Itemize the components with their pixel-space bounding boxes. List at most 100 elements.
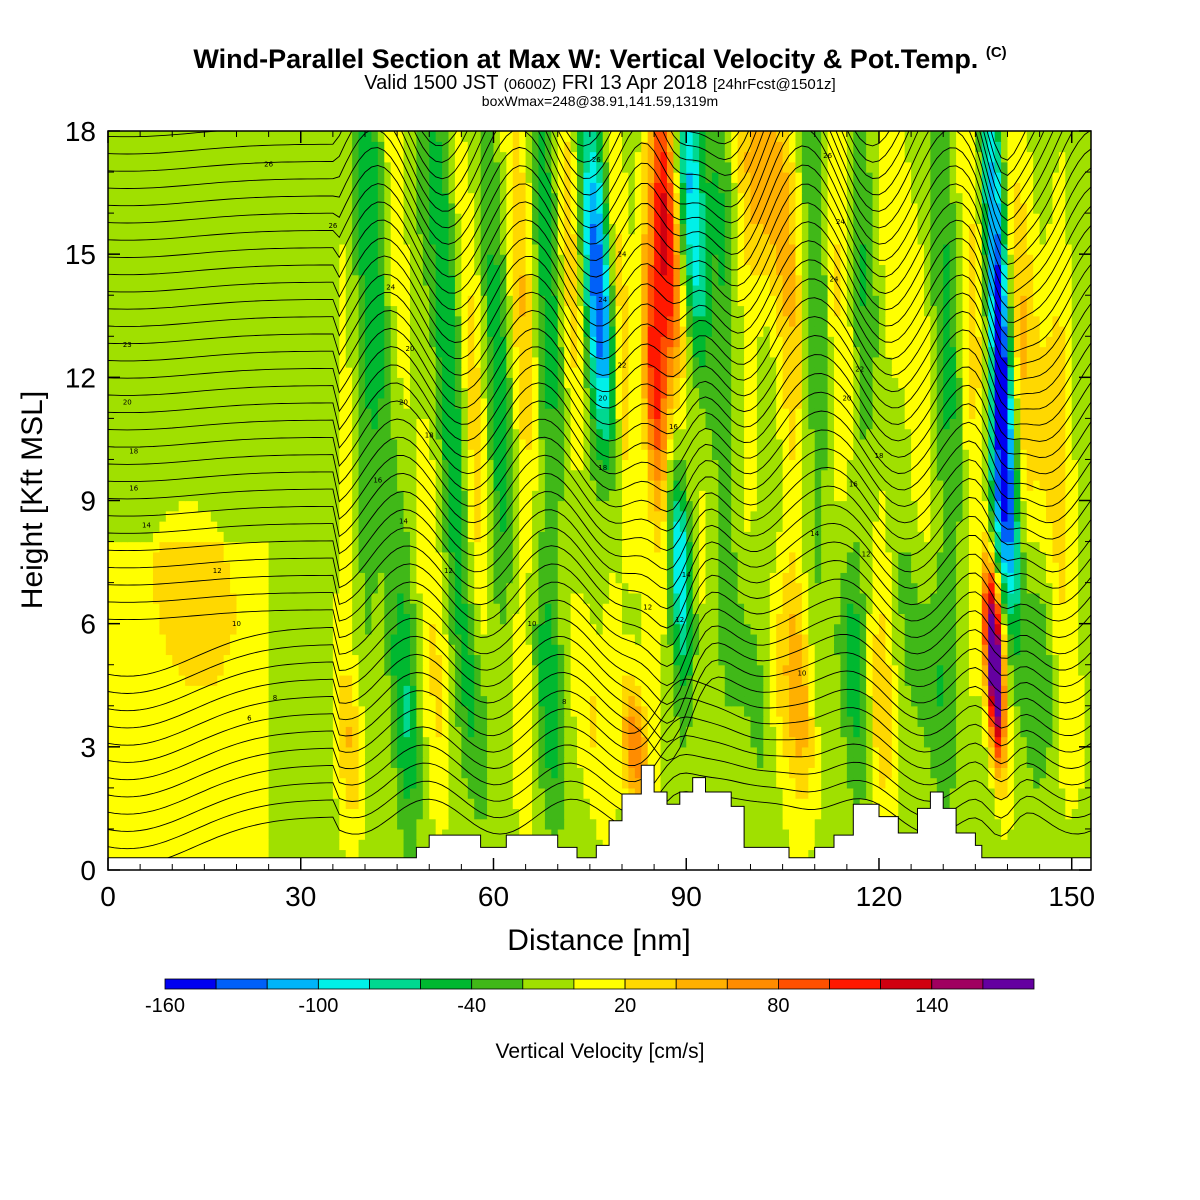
w-cell <box>621 757 630 768</box>
w-cell <box>789 582 797 594</box>
w-cell <box>364 736 373 748</box>
w-cell <box>923 685 931 697</box>
w-cell <box>1078 757 1086 768</box>
w-cell <box>262 726 270 738</box>
w-cell <box>621 603 630 614</box>
w-cell <box>403 541 411 553</box>
w-cell <box>197 767 205 779</box>
w-cell <box>487 798 495 810</box>
w-cell <box>557 664 565 676</box>
w-cell <box>358 818 366 830</box>
w-cell <box>326 746 334 758</box>
w-cell <box>339 685 347 697</box>
w-cell <box>615 798 623 810</box>
w-cell <box>313 736 321 748</box>
w-cell <box>159 767 167 779</box>
w-cell <box>538 695 546 707</box>
w-cell <box>339 716 347 727</box>
title-main: Wind-Parallel Section at Max W: Vertical… <box>193 44 979 74</box>
w-cell <box>750 767 758 779</box>
w-cell <box>236 767 244 779</box>
w-cell <box>602 644 610 656</box>
w-cell <box>1084 777 1091 789</box>
w-cell <box>885 767 893 779</box>
w-cell <box>660 767 668 779</box>
w-cell <box>519 746 527 758</box>
w-cell <box>262 572 270 584</box>
w-cell <box>789 777 797 789</box>
w-cell <box>923 613 931 625</box>
w-cell <box>814 582 822 594</box>
w-cell <box>621 685 630 697</box>
w-cell <box>551 603 559 614</box>
w-cell <box>416 613 424 625</box>
w-cell <box>294 562 302 573</box>
w-cell <box>326 716 334 727</box>
w-cell <box>120 531 128 543</box>
w-cell <box>1013 613 1021 625</box>
w-cell <box>197 664 205 676</box>
w-cell <box>769 541 777 553</box>
w-cell <box>217 685 225 697</box>
w-cell <box>480 828 488 840</box>
w-cell <box>307 644 315 656</box>
w-cell <box>185 623 193 635</box>
w-cell <box>583 705 591 717</box>
w-cell <box>801 664 809 676</box>
w-cell <box>262 644 270 656</box>
w-cell <box>1039 746 1047 758</box>
w-cell <box>570 767 578 779</box>
w-cell <box>1071 603 1079 614</box>
w-cell <box>692 767 700 779</box>
w-cell <box>891 757 899 768</box>
w-cell <box>422 541 430 553</box>
w-cell <box>827 644 835 656</box>
w-cell <box>1052 726 1060 738</box>
w-cell <box>679 531 687 543</box>
w-cell <box>808 839 816 851</box>
w-cell <box>731 623 739 635</box>
w-cell <box>634 685 642 697</box>
w-cell <box>178 716 186 727</box>
w-cell <box>275 818 283 830</box>
w-cell <box>789 613 797 625</box>
w-cell <box>1052 777 1060 789</box>
w-cell <box>994 572 1002 584</box>
w-cell <box>1013 582 1021 594</box>
w-cell <box>968 613 976 625</box>
w-cell <box>763 572 771 584</box>
w-cell <box>846 818 854 830</box>
w-cell <box>962 716 970 727</box>
w-cell <box>512 716 520 727</box>
w-cell <box>525 777 533 789</box>
w-cell <box>140 849 148 861</box>
w-cell <box>936 716 944 727</box>
w-cell <box>763 633 771 645</box>
w-cell <box>275 613 283 625</box>
w-cell <box>499 654 507 666</box>
w-cell <box>930 613 938 625</box>
w-cell <box>834 716 842 727</box>
w-cell <box>744 695 752 707</box>
w-cell <box>1039 623 1047 635</box>
w-cell <box>557 808 565 820</box>
w-cell <box>191 613 199 625</box>
w-cell <box>949 798 957 810</box>
w-cell <box>872 787 880 799</box>
w-cell <box>654 777 662 789</box>
w-cell <box>827 685 835 697</box>
w-cell <box>654 767 662 779</box>
w-cell <box>968 695 976 707</box>
w-cell <box>204 551 212 563</box>
w-cell <box>461 726 469 738</box>
w-cell <box>127 685 135 697</box>
w-cell <box>769 736 777 748</box>
w-cell <box>808 808 816 820</box>
w-cell <box>454 828 462 840</box>
w-cell <box>994 798 1002 810</box>
w-cell <box>313 849 321 861</box>
w-cell <box>834 551 842 563</box>
w-cell <box>422 818 430 830</box>
w-cell <box>236 541 244 553</box>
w-cell <box>506 562 514 573</box>
